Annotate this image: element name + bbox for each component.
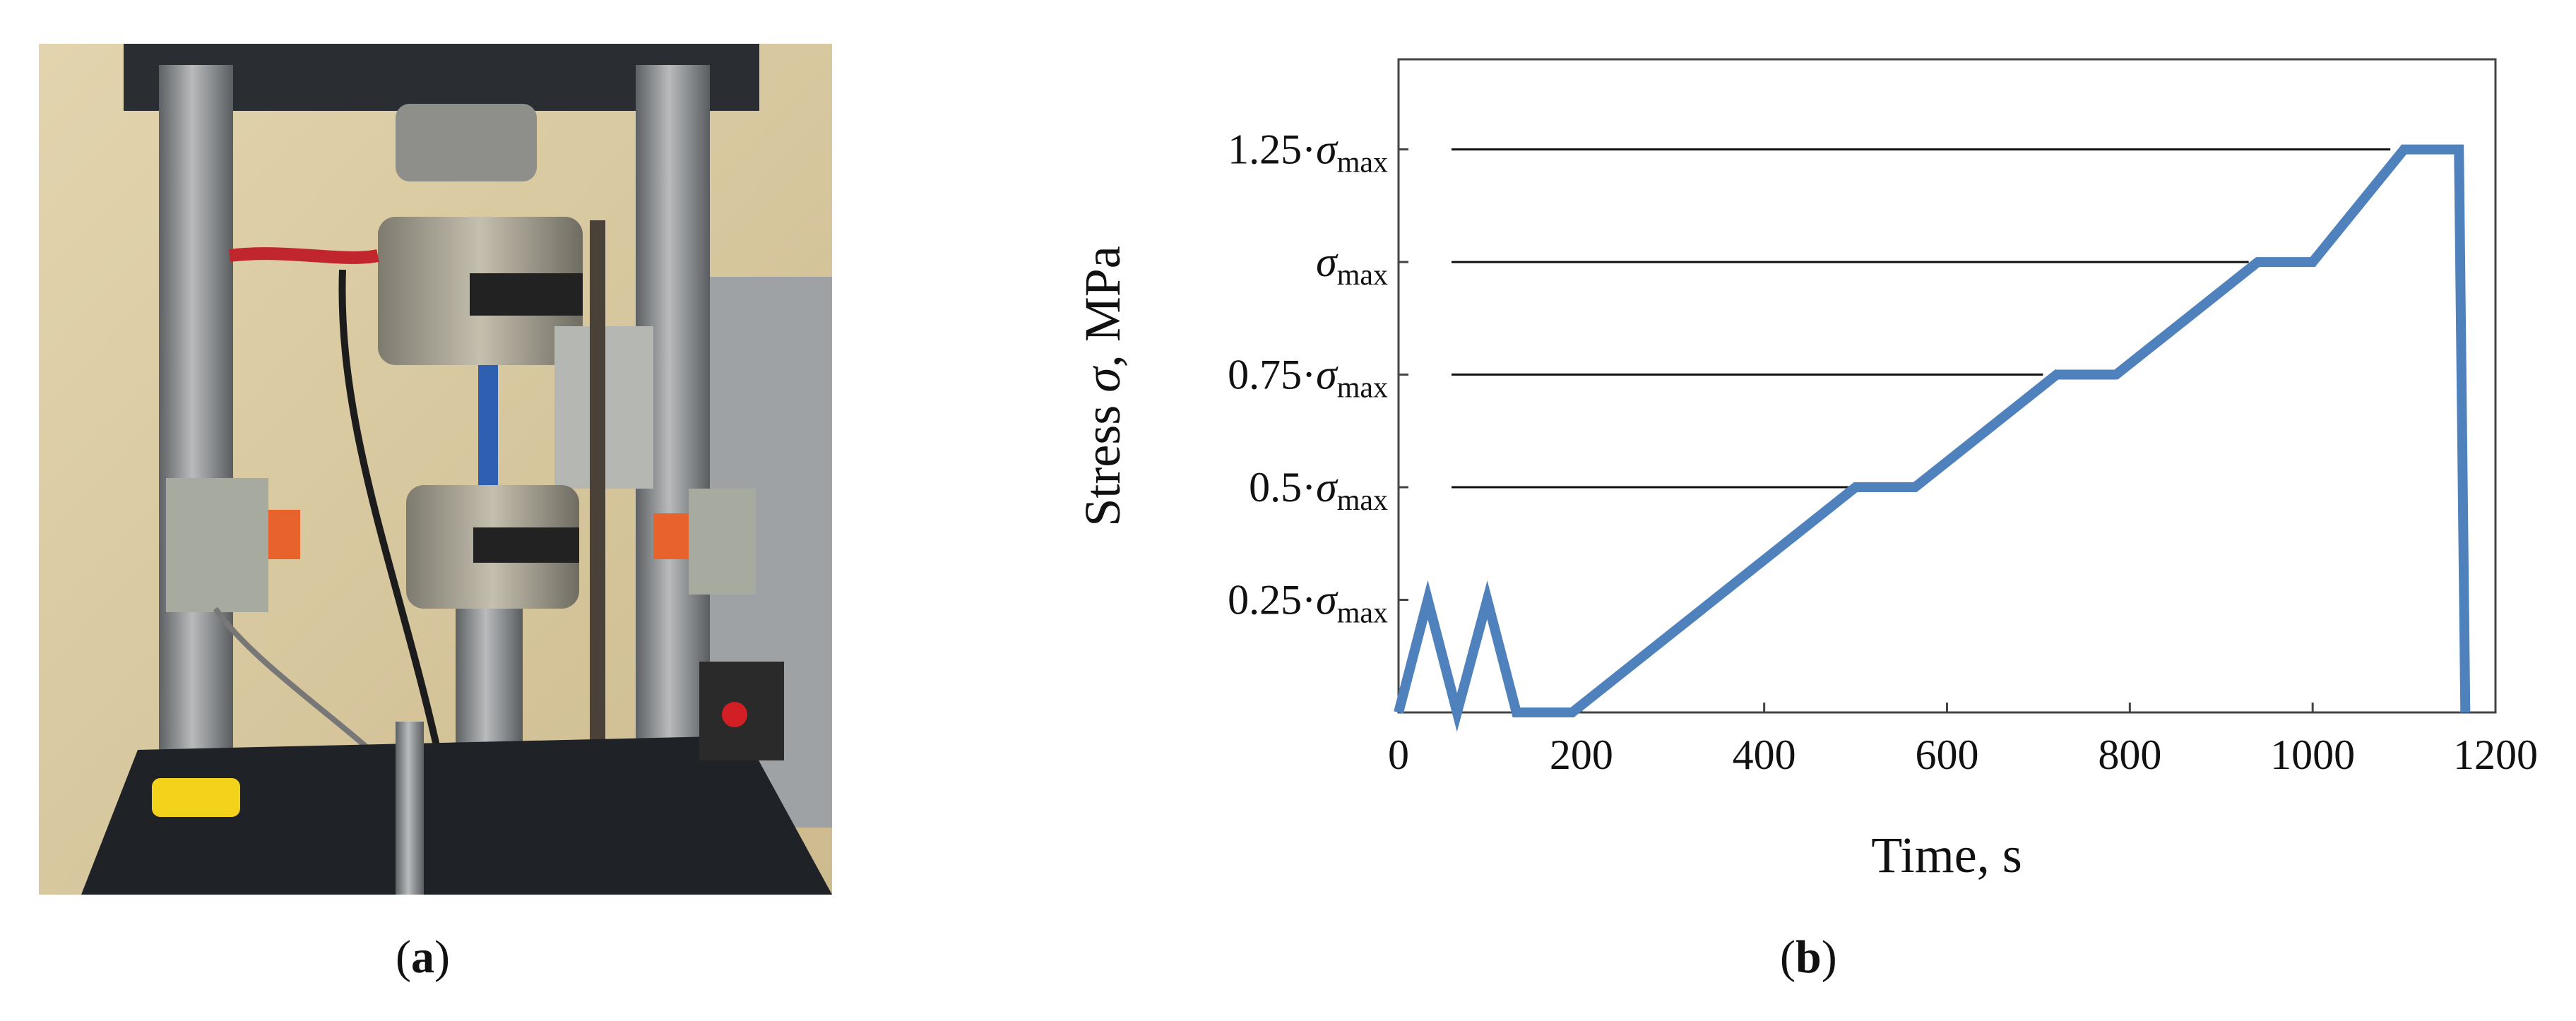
x-tick-label: 1200 — [2453, 732, 2538, 778]
testing-machine-photo — [39, 44, 832, 895]
x-tick-label: 0 — [1388, 732, 1409, 778]
y-tick-label: 0.5·σmax — [1249, 464, 1388, 517]
y-tick-label: 0.75·σmax — [1228, 352, 1388, 405]
y-tick-label: 1.25·σmax — [1228, 126, 1388, 179]
y-axis-title: Stress σ, MPa — [1074, 246, 1131, 527]
post — [396, 722, 424, 895]
hydraulic-hose — [228, 247, 379, 264]
y-axis: 0.25·σmax 0.5·σmax 0.75·σmax σmax 1.25·σmax — [1228, 126, 1408, 630]
x-tick-label: 200 — [1550, 732, 1613, 778]
panel-a-label: (a) — [396, 931, 450, 983]
panel-b-label: (b) — [1780, 931, 1837, 983]
x-tick-label: 600 — [1916, 732, 1979, 778]
right-sensor-box — [689, 489, 756, 595]
y-tick-label: 0.25·σmax — [1228, 577, 1388, 630]
support-rod — [590, 220, 605, 785]
load-cell — [396, 104, 537, 181]
emergency-stop-icon — [722, 702, 747, 727]
plot-frame — [1397, 58, 2497, 714]
stress-series-line — [1394, 144, 2471, 732]
yellow-collar — [152, 778, 240, 817]
x-axis: 0 200 400 600 800 1000 1200 — [1388, 703, 2538, 778]
y-tick-label: σmax — [1316, 239, 1388, 292]
x-tick-label: 1000 — [2270, 732, 2355, 778]
lower-grip-label-band — [473, 527, 579, 563]
left-sensor-tag — [268, 510, 300, 559]
left-sensor-box — [166, 478, 268, 612]
right-sensor-tag — [653, 513, 689, 559]
x-axis-title: Time, s — [1871, 827, 2022, 883]
reference-lines — [1452, 148, 2391, 489]
x-tick-label: 800 — [2098, 732, 2161, 778]
x-tick-label: 400 — [1733, 732, 1796, 778]
machine-base — [81, 736, 832, 895]
upper-grip-label-band — [470, 273, 583, 316]
